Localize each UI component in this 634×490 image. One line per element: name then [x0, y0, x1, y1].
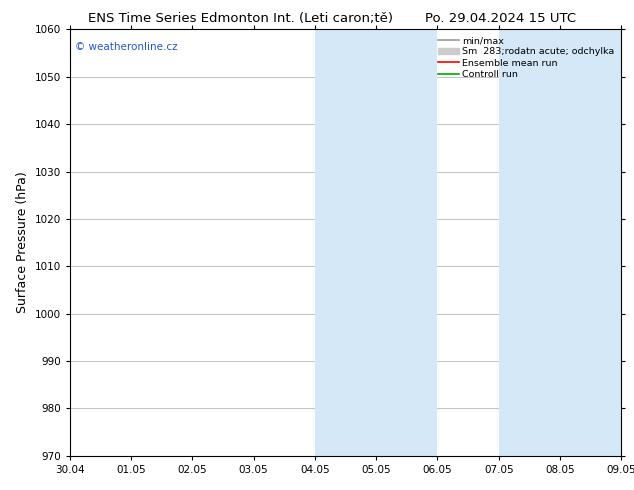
Text: © weatheronline.cz: © weatheronline.cz: [75, 42, 178, 52]
Text: Po. 29.04.2024 15 UTC: Po. 29.04.2024 15 UTC: [425, 12, 576, 25]
Y-axis label: Surface Pressure (hPa): Surface Pressure (hPa): [16, 172, 29, 314]
Bar: [315, 29, 437, 456]
Bar: [499, 29, 621, 456]
Text: ENS Time Series Edmonton Int. (Leti caron;tě): ENS Time Series Edmonton Int. (Leti caro…: [88, 12, 394, 25]
Legend: min/max, Sm  283;rodatn acute; odchylka, Ensemble mean run, Controll run: min/max, Sm 283;rodatn acute; odchylka, …: [436, 34, 617, 81]
